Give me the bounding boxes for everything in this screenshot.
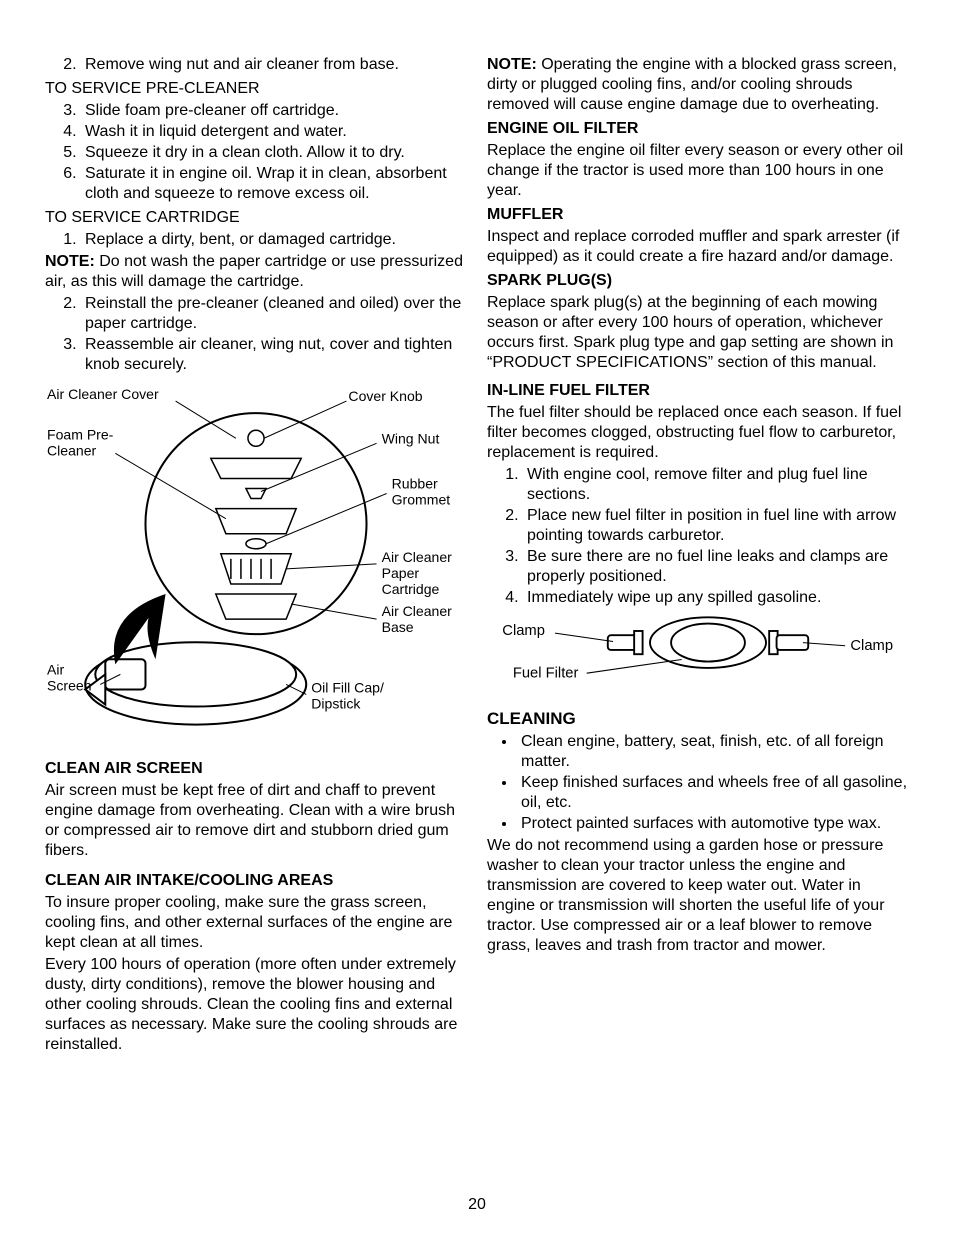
precleaner-steps: Slide foam pre-cleaner off cartridge. Wa… xyxy=(45,101,467,204)
cartridge-note: NOTE: Do not wash the paper cartridge or… xyxy=(45,252,467,292)
precleaner-heading: TO SERVICE PRE-CLEANER xyxy=(45,79,467,99)
list-item: Protect painted surfaces with automotive… xyxy=(517,814,909,834)
two-column-layout: Remove wing nut and air cleaner from bas… xyxy=(45,55,909,1057)
right-column: NOTE: Operating the engine with a blocke… xyxy=(487,55,909,1057)
list-item: Be sure there are no fuel line leaks and… xyxy=(523,547,909,587)
fuel-filter-text: The fuel filter should be replaced once … xyxy=(487,403,909,463)
label-airscreen-2: Screen xyxy=(47,677,92,693)
label-paper-1: Air Cleaner xyxy=(382,549,453,565)
label-oilfill-1: Oil Fill Cap/ xyxy=(311,679,384,695)
cartridge-steps-2: Reinstall the pre-cleaner (cleaned and o… xyxy=(45,294,467,375)
label-wing-nut: Wing Nut xyxy=(382,430,440,446)
list-item: Reassemble air cleaner, wing nut, cover … xyxy=(81,335,467,375)
fuel-filter-diagram: Clamp Clamp Fuel Filter xyxy=(497,612,919,702)
manual-page: Remove wing nut and air cleaner from bas… xyxy=(0,0,954,1235)
fuel-filter-heading: IN-LINE FUEL FILTER xyxy=(487,381,909,401)
list-item: Keep finished surfaces and wheels free o… xyxy=(517,773,909,813)
label-rubber-1: Rubber xyxy=(392,475,438,491)
clean-intake-p2: Every 100 hours of operation (more often… xyxy=(45,955,467,1055)
label-fuel-filter: Fuel Filter xyxy=(513,665,579,681)
label-base-2: Base xyxy=(382,619,414,635)
muffler-heading: MUFFLER xyxy=(487,205,909,225)
clean-air-screen-text: Air screen must be kept free of dirt and… xyxy=(45,781,467,861)
list-item: With engine cool, remove filter and plug… xyxy=(523,465,909,505)
list-item: Slide foam pre-cleaner off cartridge. xyxy=(81,101,467,121)
note-label: NOTE: xyxy=(487,56,537,73)
cartridge-heading: TO SERVICE CARTRIDGE xyxy=(45,208,467,228)
label-foam-2: Cleaner xyxy=(47,442,97,458)
list-item: Wash it in liquid detergent and water. xyxy=(81,122,467,142)
label-base-1: Air Cleaner xyxy=(382,603,453,619)
spark-heading: SPARK PLUG(S) xyxy=(487,271,909,291)
note-label: NOTE: xyxy=(45,253,95,270)
spark-text: Replace spark plug(s) at the beginning o… xyxy=(487,293,909,373)
list-item: Place new fuel filter in position in fue… xyxy=(523,506,909,546)
label-clamp-right: Clamp xyxy=(850,638,893,654)
cleaning-heading: CLEANING xyxy=(487,708,909,729)
left-column: Remove wing nut and air cleaner from bas… xyxy=(45,55,467,1057)
label-oilfill-2: Dipstick xyxy=(311,696,361,712)
list-item: Saturate it in engine oil. Wrap it in cl… xyxy=(81,164,467,204)
fuel-filter-steps: With engine cool, remove filter and plug… xyxy=(487,465,909,608)
label-rubber-2: Grommet xyxy=(392,492,451,508)
top-note: NOTE: Operating the engine with a blocke… xyxy=(487,55,909,115)
continued-steps-list: Remove wing nut and air cleaner from bas… xyxy=(45,55,467,75)
clean-intake-heading: CLEAN AIR INTAKE/COOLING AREAS xyxy=(45,871,467,891)
note-text: Operating the engine with a blocked gras… xyxy=(487,56,897,113)
cartridge-steps-1: Replace a dirty, bent, or damaged cartri… xyxy=(45,230,467,250)
note-text: Do not wash the paper cartridge or use p… xyxy=(45,253,463,290)
cleaning-bullets: Clean engine, battery, seat, finish, etc… xyxy=(487,732,909,834)
list-item: Reinstall the pre-cleaner (cleaned and o… xyxy=(81,294,467,334)
label-foam-1: Foam Pre- xyxy=(47,426,114,442)
oil-filter-heading: ENGINE OIL FILTER xyxy=(487,119,909,139)
page-number: 20 xyxy=(0,1195,954,1215)
label-air-cleaner-cover: Air Cleaner Cover xyxy=(47,386,159,402)
air-cleaner-diagram: Air Cleaner Cover Cover Knob Wing Nut Fo… xyxy=(45,383,467,751)
list-item: Replace a dirty, bent, or damaged cartri… xyxy=(81,230,467,250)
label-airscreen-1: Air xyxy=(47,661,64,677)
label-cover-knob: Cover Knob xyxy=(348,388,422,404)
list-item: Remove wing nut and air cleaner from bas… xyxy=(81,55,467,75)
list-item: Squeeze it dry in a clean cloth. Allow i… xyxy=(81,143,467,163)
label-paper-2: Paper xyxy=(382,565,420,581)
label-clamp-left: Clamp xyxy=(502,623,545,639)
clean-air-screen-heading: CLEAN AIR SCREEN xyxy=(45,759,467,779)
clean-intake-p1: To insure proper cooling, make sure the … xyxy=(45,893,467,953)
fuel-filter-svg: Clamp Clamp Fuel Filter xyxy=(497,612,919,696)
label-paper-3: Cartridge xyxy=(382,581,440,597)
oil-filter-text: Replace the engine oil filter every seas… xyxy=(487,141,909,201)
list-item: Clean engine, battery, seat, finish, etc… xyxy=(517,732,909,772)
air-cleaner-svg: Air Cleaner Cover Cover Knob Wing Nut Fo… xyxy=(45,383,467,745)
cleaning-text: We do not recommend using a garden hose … xyxy=(487,836,909,956)
list-item: Immediately wipe up any spilled gasoline… xyxy=(523,588,909,608)
muffler-text: Inspect and replace corroded muffler and… xyxy=(487,227,909,267)
